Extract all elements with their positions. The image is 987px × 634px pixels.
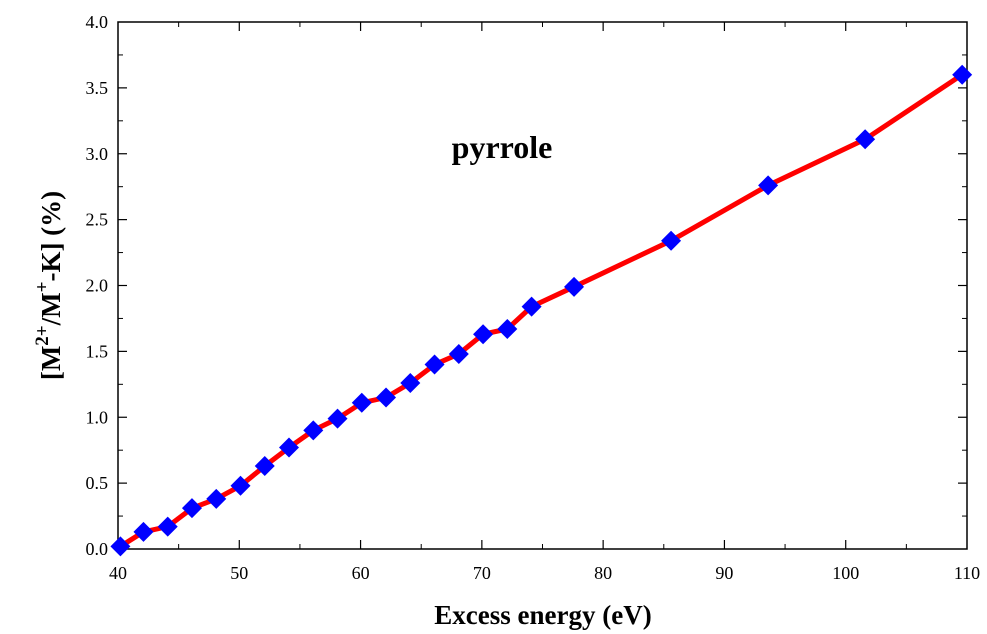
plot-frame [117, 21, 968, 550]
data-point [230, 475, 251, 496]
data-point [254, 455, 275, 476]
data-point [564, 276, 585, 297]
data-series [110, 64, 973, 557]
x-tick-label: 90 [715, 563, 733, 583]
data-point [661, 230, 682, 251]
data-point [448, 344, 469, 365]
y-tick-label: 1.5 [86, 341, 109, 361]
y-axis-title-sup2: + [32, 282, 53, 293]
y-tick-label: 3.0 [86, 144, 109, 164]
data-point [279, 437, 300, 458]
data-point [952, 64, 973, 85]
y-axis-title-sup1: 2+ [32, 325, 53, 345]
data-point [327, 408, 348, 429]
data-point [351, 392, 372, 413]
y-axis-title-close: -K] (%) [36, 191, 66, 282]
y-tick-label: 4.0 [86, 12, 109, 32]
data-point [855, 129, 876, 150]
data-point [497, 318, 518, 339]
y-axis-title-mid: /M [36, 292, 66, 326]
chart-annotation: pyrrole [452, 129, 553, 165]
x-tick-label: 110 [954, 563, 980, 583]
data-point [157, 516, 178, 537]
y-tick-label: 2.0 [86, 276, 109, 296]
axis-tick-labels: 40 50 60 70 80 90 100 110 0.0 0.5 1.0 1.5 2.0 2.5 3.0 3… [86, 12, 981, 583]
y-tick-label: 2.5 [86, 210, 109, 230]
y-tick-label: 0.0 [86, 539, 109, 559]
data-point [424, 354, 445, 375]
data-point [758, 175, 779, 196]
data-point [473, 324, 494, 345]
y-tick-label: 3.5 [86, 78, 109, 98]
x-tick-label: 60 [352, 563, 370, 583]
data-point [110, 536, 131, 557]
data-point [521, 296, 542, 317]
data-point [376, 387, 397, 408]
x-tick-label: 70 [473, 563, 491, 583]
x-tick-label: 50 [230, 563, 248, 583]
data-point [400, 372, 421, 393]
y-axis-title-open: [M [36, 346, 66, 380]
data-point [133, 521, 154, 542]
x-tick-label: 80 [594, 563, 612, 583]
y-tick-label: 1.0 [86, 407, 109, 427]
x-tick-label: 40 [109, 563, 127, 583]
y-axis-title: [M2+/M+-K] (%) [32, 191, 66, 380]
axis-ticks [118, 22, 967, 549]
x-axis-title: Excess energy (eV) [434, 600, 651, 630]
x-tick-label: 100 [832, 563, 859, 583]
data-point [303, 420, 324, 441]
y-tick-label: 0.5 [86, 473, 109, 493]
data-point [181, 498, 202, 519]
data-point [206, 488, 227, 509]
